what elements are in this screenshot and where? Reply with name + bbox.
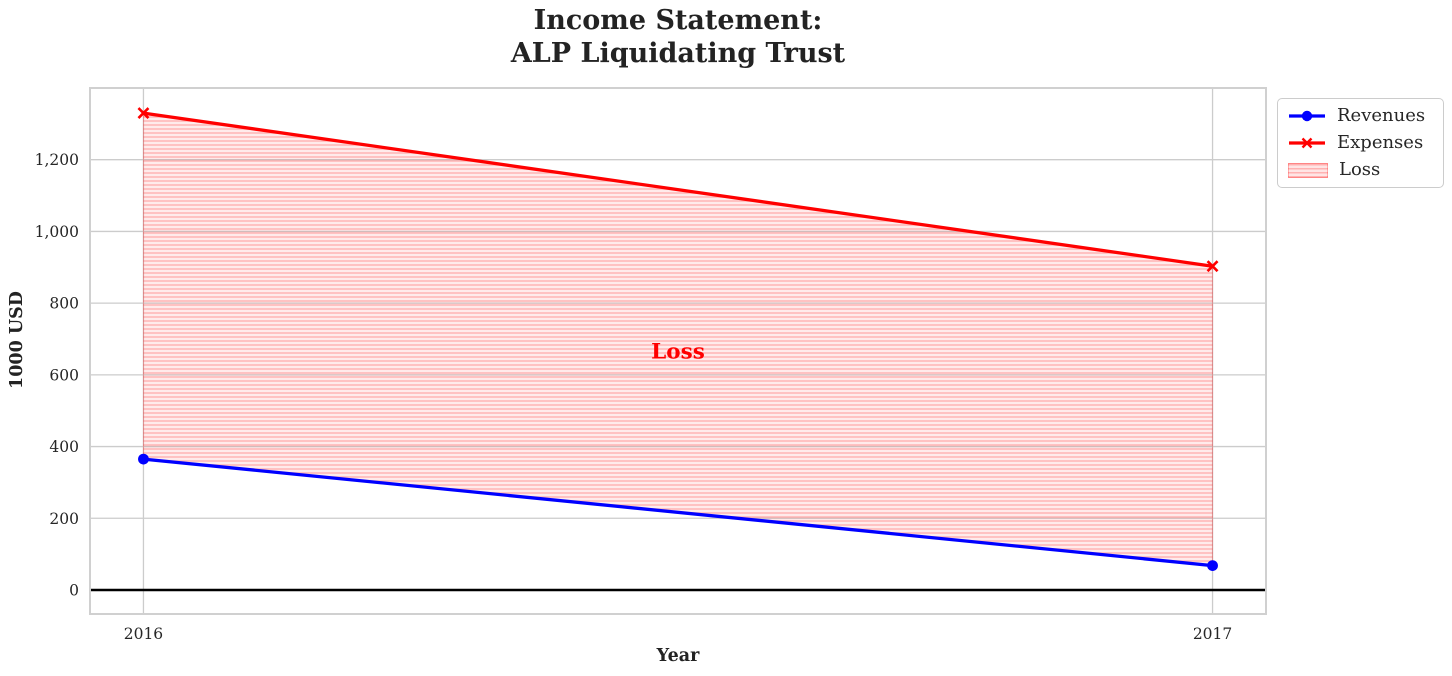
x-axis-label: Year — [656, 646, 700, 666]
expenses-line-icon — [1289, 137, 1325, 149]
y-axis-label: 1000 USD — [7, 291, 27, 389]
y-tick-label: 1,000 — [35, 223, 79, 241]
y-tick-label: 400 — [49, 438, 79, 456]
data-point-marker — [138, 453, 149, 465]
data-point-marker — [137, 107, 150, 120]
x-tick-label: 2016 — [124, 625, 163, 643]
revenues-line-icon — [1289, 110, 1325, 122]
chart-title-line-2: ALP Liquidating Trust — [510, 37, 846, 69]
y-tick-label: 600 — [49, 366, 79, 384]
y-tick-label: 200 — [49, 510, 79, 528]
legend-item-expenses: Expenses — [1288, 134, 1433, 152]
legend-label-loss: Loss — [1339, 159, 1381, 180]
y-tick-label: 1,200 — [35, 151, 79, 169]
legend-item-loss: Loss — [1288, 161, 1433, 179]
legend-label-expenses: Expenses — [1337, 132, 1424, 153]
legend-label-revenues: Revenues — [1337, 105, 1426, 126]
legend-item-revenues: Revenues — [1288, 107, 1433, 125]
loss-annotation: Loss — [651, 339, 705, 365]
series-line-revenues — [141, 457, 1215, 568]
y-tick-label: 0 — [69, 581, 79, 599]
legend: Revenues Expenses Loss — [1277, 98, 1444, 188]
series-line-expenses — [141, 111, 1215, 268]
chart-title-line-1: Income Statement: — [533, 5, 823, 36]
data-point-marker — [1207, 560, 1218, 571]
chart-title: Income Statement: ALP Liquidating Trust — [511, 5, 845, 71]
y-tick-label: 800 — [49, 295, 79, 313]
plot-border — [89, 87, 1267, 615]
data-point-marker — [1206, 260, 1219, 273]
loss-hatch-icon — [1288, 162, 1328, 178]
x-tick-label: 2017 — [1193, 625, 1232, 643]
